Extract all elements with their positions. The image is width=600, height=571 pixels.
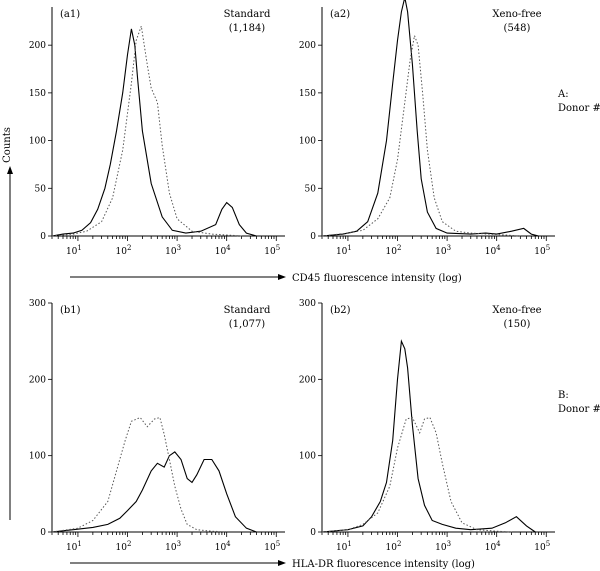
donor-a-name: Donor #3 bbox=[558, 103, 600, 114]
counts-axis-label: Counts bbox=[2, 127, 13, 163]
cd45-axis-label: CD45 fluorescence intensity (log) bbox=[292, 273, 462, 284]
y-tick-label-a2: 50 bbox=[305, 184, 317, 194]
cd45-axis-arrowhead bbox=[278, 274, 286, 280]
panel-label-b2: (b2) bbox=[330, 305, 351, 316]
hladr-axis-label: HLA-DR fluorescence intensity (log) bbox=[292, 559, 475, 570]
series-dotted-b1 bbox=[51, 416, 227, 533]
y-tick-label-b1: 0 bbox=[40, 528, 46, 538]
y-tick-label-a2: 100 bbox=[299, 137, 316, 147]
hladr-axis-arrowhead bbox=[278, 560, 286, 566]
y-tick-label-b2: 200 bbox=[299, 375, 316, 385]
series-solid-b2 bbox=[321, 339, 536, 533]
x-tick-label-a2: 103 bbox=[435, 244, 451, 257]
x-tick-label-b1: 103 bbox=[165, 540, 181, 553]
x-tick-label-a2: 105 bbox=[534, 244, 550, 257]
y-tick-label-b2: 0 bbox=[310, 528, 316, 538]
y-tick-label-b1: 300 bbox=[29, 299, 46, 309]
condition-label-a2: Xeno-free bbox=[492, 9, 541, 20]
donor-b-letter: B: bbox=[558, 390, 569, 401]
x-tick-label-b1: 101 bbox=[66, 540, 82, 553]
x-tick-label-a1: 105 bbox=[264, 244, 280, 257]
x-tick-label-b1: 104 bbox=[215, 540, 231, 553]
y-tick-label-a1: 150 bbox=[29, 89, 46, 99]
condition-label-b1: Standard bbox=[224, 305, 271, 316]
panel-label-b1: (b1) bbox=[60, 305, 81, 316]
y-tick-label-a1: 50 bbox=[35, 184, 47, 194]
x-tick-label-a1: 101 bbox=[66, 244, 82, 257]
panel-b2: 0 100 200 300 101 102 103 104 105 (b2) Xeno-free (1… bbox=[299, 299, 555, 553]
x-tick-label-b1: 102 bbox=[116, 540, 132, 553]
y-tick-label-b1: 200 bbox=[29, 375, 46, 385]
series-solid-a2 bbox=[321, 0, 539, 237]
event-count-a1: (1,184) bbox=[229, 23, 266, 34]
x-tick-label-a2: 101 bbox=[336, 244, 352, 257]
panel-a2: 0 50 100 150 200 101 102 103 104 105 (a2) Xeno-free… bbox=[299, 0, 555, 257]
donor-b-name: Donor #4 bbox=[558, 404, 600, 415]
y-tick-label-a1: 0 bbox=[40, 232, 46, 242]
series-solid-a1 bbox=[51, 28, 257, 237]
panel-a1: 0 50 100 150 200 101 102 103 104 105 (a1) Standard (… bbox=[29, 7, 285, 257]
x-tick-label-b2: 101 bbox=[336, 540, 352, 553]
x-tick-label-a1: 104 bbox=[215, 244, 231, 257]
y-tick-label-a1: 200 bbox=[29, 41, 46, 51]
y-tick-label-a2: 0 bbox=[310, 232, 316, 242]
x-tick-label-a2: 102 bbox=[386, 244, 402, 257]
x-tick-label-a2: 104 bbox=[485, 244, 501, 257]
panel-label-a2: (a2) bbox=[330, 9, 350, 20]
y-tick-label-b2: 100 bbox=[299, 452, 316, 462]
panel-b1: 0 100 200 300 101 102 103 104 105 (b1) Standard (1,… bbox=[29, 299, 285, 553]
y-tick-label-a2: 200 bbox=[299, 41, 316, 51]
x-tick-label-b1: 105 bbox=[264, 540, 280, 553]
x-tick-label-b2: 104 bbox=[485, 540, 501, 553]
x-tick-label-b2: 105 bbox=[534, 540, 550, 553]
x-tick-label-a1: 102 bbox=[116, 244, 132, 257]
series-dotted-a1 bbox=[51, 25, 242, 237]
event-count-a2: (548) bbox=[504, 23, 531, 34]
event-count-b2: (150) bbox=[504, 319, 531, 330]
donor-a-letter: A: bbox=[557, 89, 569, 100]
condition-label-a1: Standard bbox=[224, 9, 271, 20]
y-tick-label-b1: 100 bbox=[29, 452, 46, 462]
x-tick-label-b2: 103 bbox=[435, 540, 451, 553]
condition-label-b2: Xeno-free bbox=[492, 305, 541, 316]
event-count-b1: (1,077) bbox=[229, 319, 266, 330]
y-tick-label-a1: 100 bbox=[29, 137, 46, 147]
panel-label-a1: (a1) bbox=[60, 9, 80, 20]
x-tick-label-b2: 102 bbox=[386, 540, 402, 553]
x-tick-label-a1: 103 bbox=[165, 244, 181, 257]
y-tick-label-b2: 300 bbox=[299, 299, 316, 309]
series-dotted-b2 bbox=[321, 416, 512, 533]
y-tick-label-a2: 150 bbox=[299, 89, 316, 99]
series-solid-b1 bbox=[51, 451, 257, 533]
counts-axis-arrowhead bbox=[7, 166, 13, 174]
series-dotted-a2 bbox=[321, 33, 521, 237]
